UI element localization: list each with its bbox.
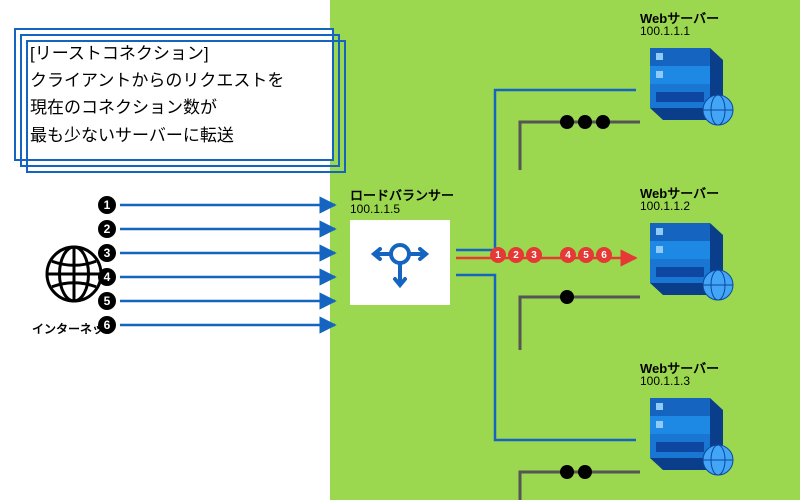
server-ip: 100.1.1.2 <box>640 199 690 213</box>
title-line: 最も少ないサーバーに転送 <box>30 122 318 149</box>
lb-ip: 100.1.1.5 <box>350 202 400 216</box>
connection-dot <box>596 115 610 129</box>
title-line: [リーストコネクション] <box>30 40 318 67</box>
routed-request-number: 2 <box>508 247 524 263</box>
connection-dot <box>560 115 574 129</box>
request-number: 4 <box>98 268 116 286</box>
server-ip: 100.1.1.3 <box>640 374 690 388</box>
routed-request-number: 4 <box>560 247 576 263</box>
connection-dot <box>560 465 574 479</box>
title-line: 現在のコネクション数が <box>30 94 318 121</box>
request-number: 3 <box>98 244 116 262</box>
request-number: 2 <box>98 220 116 238</box>
title-line: クライアントからのリクエストを <box>30 67 318 94</box>
connection-dot <box>560 290 574 304</box>
routed-request-number: 1 <box>490 247 506 263</box>
diagram-canvas: [リーストコネクション] クライアントからのリクエストを 現在のコネクション数が… <box>0 0 800 500</box>
title-box: [リーストコネクション] クライアントからのリクエストを 現在のコネクション数が… <box>14 28 334 161</box>
routed-request-number: 5 <box>578 247 594 263</box>
server-icon <box>640 215 740 305</box>
connection-dot <box>578 115 592 129</box>
request-number: 1 <box>98 196 116 214</box>
request-number: 5 <box>98 292 116 310</box>
routed-request-number: 6 <box>596 247 612 263</box>
internet-icon <box>45 245 103 303</box>
routed-request-number: 3 <box>526 247 542 263</box>
server-icon <box>640 40 740 130</box>
connection-dot <box>578 465 592 479</box>
server-icon <box>640 390 740 480</box>
load-balancer-icon <box>369 232 431 294</box>
load-balancer-box <box>350 220 450 305</box>
server-ip: 100.1.1.1 <box>640 24 690 38</box>
request-number: 6 <box>98 316 116 334</box>
